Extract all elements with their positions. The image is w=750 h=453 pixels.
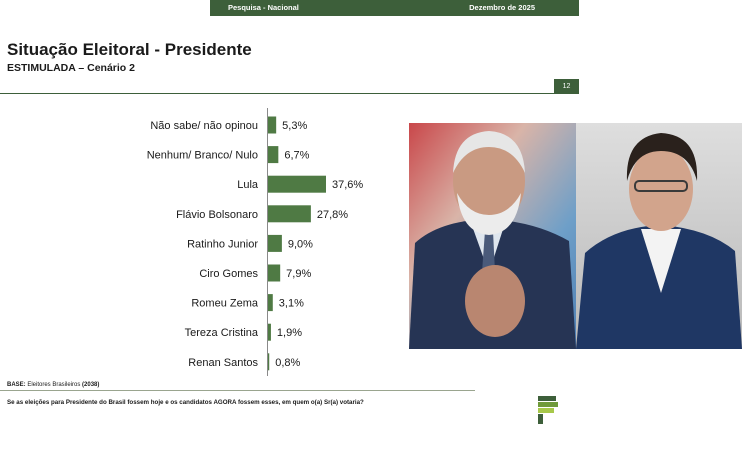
value-label: 7,9%	[286, 268, 311, 280]
category-label: Tereza Cristina	[185, 327, 259, 339]
value-label: 9,0%	[288, 238, 313, 250]
photo-right-face	[629, 147, 693, 231]
bar	[268, 264, 281, 282]
survey-date-label: Dezembro de 2025	[469, 3, 535, 12]
value-label: 3,1%	[279, 298, 304, 310]
value-label: 5,3%	[282, 120, 307, 132]
category-label: Renan Santos	[188, 357, 258, 369]
photo-right-hair	[626, 133, 698, 181]
base-note-text: Eleitores Brasileiros	[25, 382, 83, 388]
bar	[268, 116, 277, 134]
value-label: 6,7%	[284, 150, 309, 162]
survey-scope-label: Pesquisa - Nacional	[228, 3, 299, 12]
value-label: 1,9%	[277, 327, 302, 339]
candidates-photo	[409, 123, 742, 349]
header-divider	[0, 93, 579, 94]
base-note-label: BASE:	[7, 382, 26, 388]
survey-question: Se as eleições para Presidente do Brasil…	[7, 399, 364, 406]
page-title: Situação Eleitoral - Presidente	[7, 40, 252, 59]
photo-left-hair	[453, 131, 525, 173]
institute-logo	[538, 396, 558, 424]
base-note-count: (2038)	[82, 382, 100, 388]
category-label: Lula	[237, 179, 259, 191]
page-subtitle: ESTIMULADA – Cenário 2	[7, 62, 135, 74]
bar	[268, 353, 270, 371]
photo-right-glasses	[634, 180, 688, 192]
page-number-badge: 12	[554, 79, 579, 94]
bar	[268, 175, 326, 193]
category-label: Não sabe/ não opinou	[150, 120, 258, 132]
photo-left-beard	[457, 193, 521, 235]
value-label: 0,8%	[275, 357, 300, 369]
photo-left-face	[453, 135, 525, 227]
bar	[268, 146, 279, 164]
category-label: Nenhum/ Branco/ Nulo	[147, 150, 258, 162]
photo-right-suit	[576, 225, 742, 349]
category-label: Ratinho Junior	[187, 238, 258, 250]
category-label: Romeu Zema	[191, 298, 259, 310]
value-label: 27,8%	[317, 209, 348, 221]
base-note: BASE: Eleitores Brasileiros (2038)	[7, 382, 99, 388]
footer-divider	[0, 390, 475, 391]
value-label: 37,6%	[332, 179, 363, 191]
category-label: Ciro Gomes	[199, 268, 258, 280]
bar	[268, 205, 311, 223]
chart-bars-layer: Não sabe/ não opinou 5,3% Nenhum/ Branco/ …	[147, 116, 363, 371]
category-label: Flávio Bolsonaro	[176, 209, 258, 221]
photo-left-hands	[465, 265, 525, 337]
bar	[268, 234, 282, 252]
photo-right-shirt	[641, 229, 681, 293]
bar-chart: Não sabe/ não opinou 5,3% Nenhum/ Branco/ …	[147, 108, 363, 376]
bar	[268, 323, 271, 341]
bar	[268, 294, 273, 312]
header-bar: Pesquisa - Nacional Dezembro de 2025	[210, 0, 579, 16]
